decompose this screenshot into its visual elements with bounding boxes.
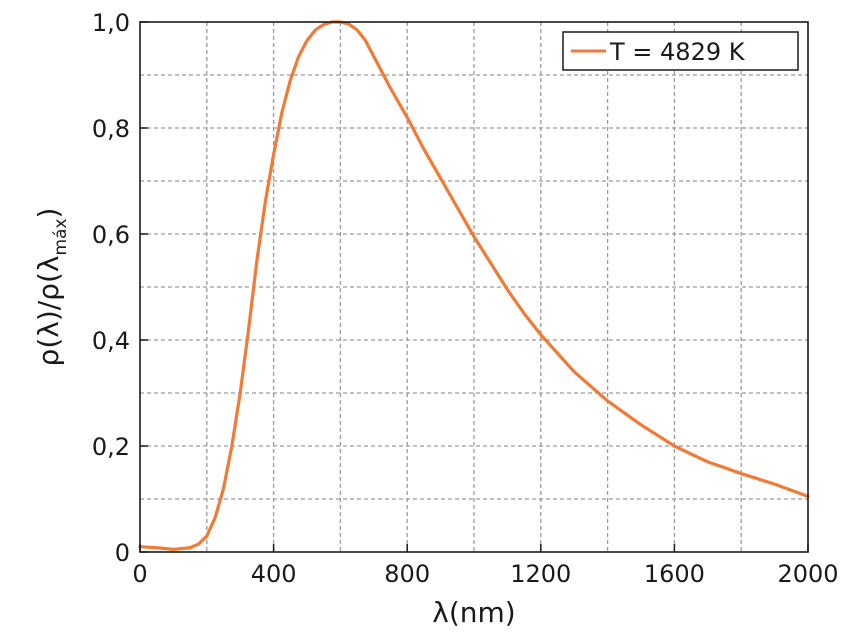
legend-label: T = 4829 K <box>609 38 746 66</box>
y-tick-label: 1,0 <box>92 9 130 37</box>
x-tick-label: 400 <box>251 560 297 588</box>
x-tick-label: 1200 <box>510 560 571 588</box>
y-axis-title-main: ρ(λ)/ρ(λ <box>32 256 65 367</box>
legend: T = 4829 K <box>562 31 799 71</box>
y-tick-label: 0 <box>115 539 130 567</box>
series-line-0 <box>138 20 810 551</box>
x-tick-label: 800 <box>384 560 430 588</box>
y-axis-title: ρ(λ)/ρ(λmáx) <box>32 208 71 367</box>
y-tick-labels: 0 0,2 0,4 0,6 0,8 1,0 <box>92 9 130 567</box>
y-axis-title-close: ) <box>32 208 65 219</box>
y-tick-label: 0,8 <box>92 115 130 143</box>
y-tick-label: 0,2 <box>92 433 130 461</box>
x-tick-label: 0 <box>132 560 147 588</box>
x-tick-label: 2000 <box>777 560 838 588</box>
grid <box>140 22 808 552</box>
y-axis-title-subscript: máx <box>51 218 71 255</box>
x-tick-labels: 0 400 800 1200 1600 2000 <box>132 560 838 588</box>
ticks <box>139 21 809 553</box>
y-tick-label: 0,4 <box>92 327 130 355</box>
x-axis-title: λ(nm) <box>432 596 515 629</box>
x-tick-label: 1600 <box>644 560 705 588</box>
plot-frame <box>139 21 809 553</box>
curve-layer <box>138 20 810 551</box>
y-tick-label: 0,6 <box>92 221 130 249</box>
